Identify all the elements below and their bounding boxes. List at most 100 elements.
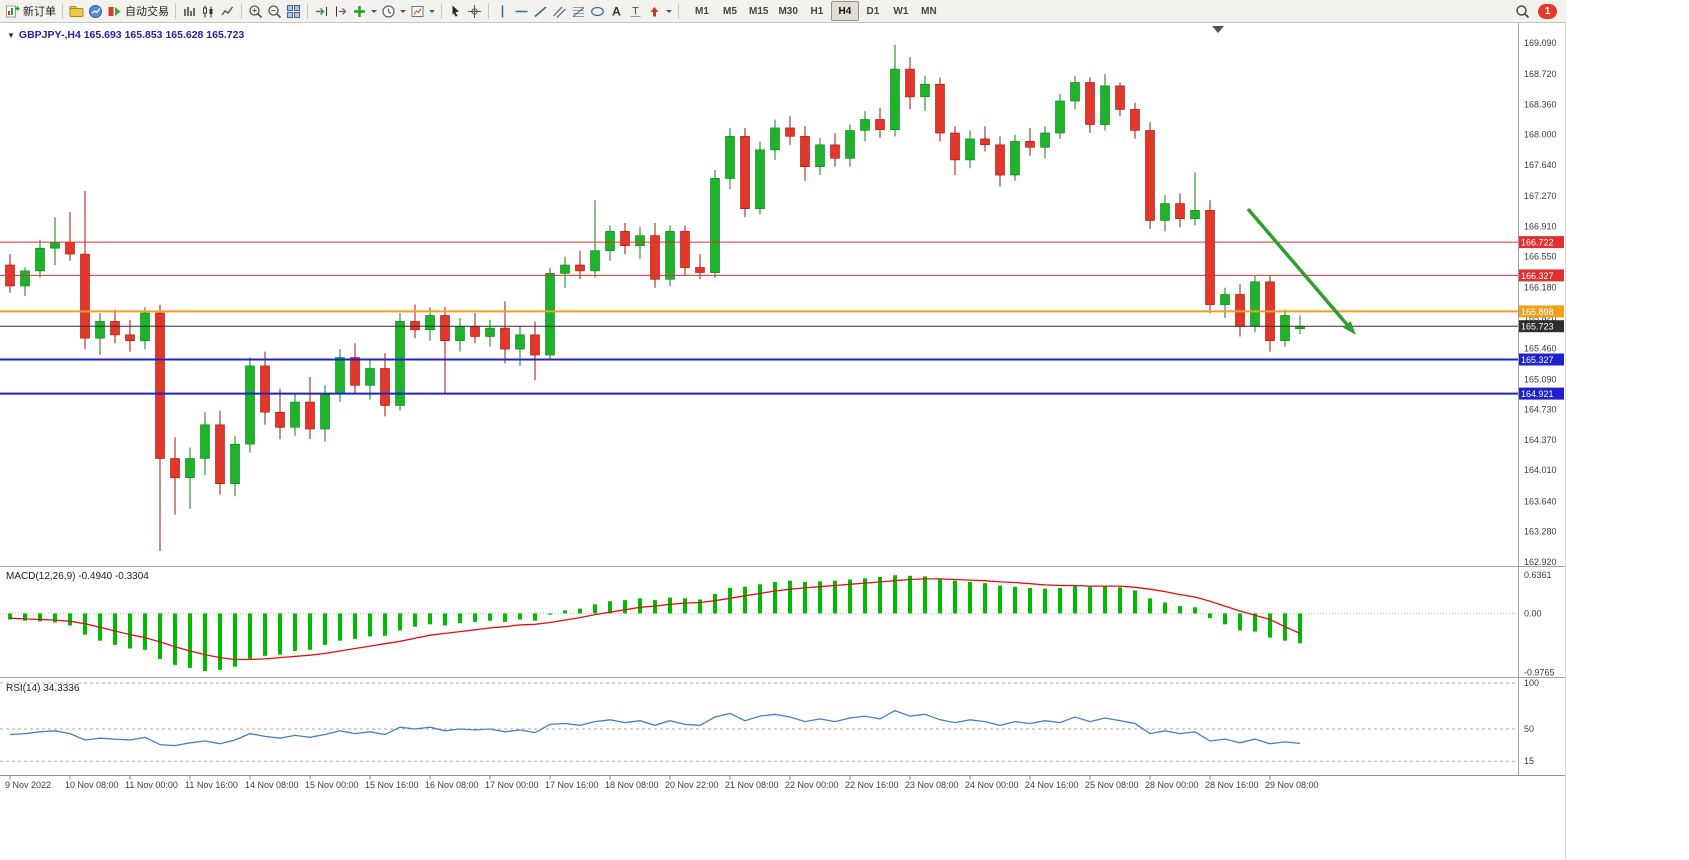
toolbar-separator [488,3,489,19]
candle-body [830,144,840,159]
price-tag [1519,269,1564,282]
fibonacci-button[interactable] [569,1,588,21]
candle-body [695,267,705,273]
price-tag [1519,320,1564,333]
date-axis-label: 22 Nov 00:00 [785,780,839,790]
zoom-in-button[interactable] [246,1,265,21]
one-click-trading-toggle[interactable]: ▼ [7,30,15,40]
zoom-in-icon [249,4,263,18]
toolbar-separator [307,3,308,19]
candle-body [395,321,405,406]
horizontal-line-button[interactable] [512,1,531,21]
candle-body [425,315,435,331]
trendline-button[interactable] [531,1,550,21]
timeframe-m1-button[interactable]: M1 [695,5,709,17]
autotrading-button[interactable]: 自动交易 [105,1,171,21]
shapes-button[interactable] [588,1,607,21]
trend-arrow-object[interactable] [1246,207,1351,329]
date-axis-label: 25 Nov 08:00 [1085,780,1139,790]
timeframe-toolbar: M1 M5 M15 M30 H1 H4 D1 W1 MN [688,1,943,21]
arrows-button[interactable] [645,1,674,21]
channel-button[interactable] [550,1,569,21]
hline-icon [515,10,528,12]
candle-body [590,250,600,272]
new-order-button[interactable]: 新订单 [3,1,58,21]
indicators-button[interactable] [350,1,379,21]
price-axis-label: 163.640 [1524,496,1557,506]
main-chart-pane[interactable] [0,23,1518,566]
price-axis-label: 164.370 [1524,435,1557,445]
price-tag [1519,305,1564,318]
caret-down-icon [400,9,406,13]
zoom-out-button[interactable] [265,1,284,21]
notification-badge[interactable]: 1 [1538,3,1557,19]
timeframe-d1-button[interactable]: D1 [866,5,880,17]
line-chart-button[interactable] [218,1,237,21]
candle-body [605,231,615,251]
candle-body [860,119,870,131]
timeframe-mn-button[interactable]: MN [921,5,937,17]
candle-body [545,273,555,356]
periods-button[interactable] [379,1,408,21]
candle-body [920,83,930,98]
date-axis-label: 15 Nov 00:00 [305,780,359,790]
candle-body [50,242,60,249]
arrows-icon [650,6,659,16]
vline-icon [501,5,504,17]
channel-icon [553,6,566,18]
candle-body [935,83,945,134]
timeframe-w1-button[interactable]: W1 [893,5,909,17]
cursor-button[interactable] [446,1,465,21]
candle-body [770,127,780,151]
rsi-pane[interactable] [0,679,1518,775]
price-axis-label: 164.730 [1524,405,1557,415]
tile-icon [287,4,300,18]
templates-button[interactable] [408,1,437,21]
candle-body [1025,141,1035,148]
rsi-indicator-label: RSI(14) 34.3336 [6,683,80,694]
crosshair-button[interactable] [465,1,484,21]
timeframe-m15-button[interactable]: M15 [749,5,769,17]
search-button[interactable] [1513,1,1532,21]
date-axis-label: 24 Nov 00:00 [965,780,1019,790]
candle-body [230,443,240,485]
candle-body [1145,130,1155,221]
charts-profile-button[interactable] [67,1,86,21]
timeframe-m5-button[interactable]: M5 [723,5,737,17]
candle-body [290,401,300,428]
price-axis-label: 164.010 [1524,465,1557,475]
chart-shift-marker[interactable] [1212,26,1224,33]
candle-body [1205,210,1215,305]
chart-canvas[interactable]: 169.090 168.720 168.360 168.000 167.640 167.2… [0,23,1566,860]
candlestick-chart-button[interactable] [199,1,218,21]
timeframe-h4-button[interactable]: H4 [830,1,859,21]
label-icon: T [630,5,641,17]
cursor-icon [452,5,459,17]
timeframe-h1-button[interactable]: H1 [810,5,824,17]
vertical-line-button[interactable] [493,1,512,21]
candle-body [980,138,990,146]
candle-body [95,321,105,339]
rsi-axis-label: 50 [1524,724,1534,734]
candle-body [950,132,960,161]
price-axis-label: 168.000 [1524,130,1557,140]
date-axis-label: 21 Nov 08:00 [725,780,779,790]
toolbar: 新订单 自动交易 A T M1 M5 M15 M30 H1 H4 D1 W1 MN 1 [0,0,1566,23]
price-tag-label: 165.723 [1521,322,1554,332]
date-axis-label: 10 Nov 08:00 [65,780,119,790]
toolbar-separator [241,3,242,19]
text-button[interactable]: A [607,1,626,21]
candle-body [215,424,225,484]
candle-body [650,235,660,280]
price-axis-label: 165.820 [1524,313,1557,323]
market-watch-button[interactable] [86,1,105,21]
tile-windows-button[interactable] [284,1,303,21]
chartshift-icon [336,6,347,16]
bar-chart-button[interactable] [180,1,199,21]
autotrading-button-label: 自动交易 [125,6,169,18]
label-button[interactable]: T [626,1,645,21]
auto-scroll-button[interactable] [312,1,331,21]
timeframe-m30-button[interactable]: M30 [778,5,798,17]
price-tag [1519,236,1564,249]
chart-shift-button[interactable] [331,1,350,21]
